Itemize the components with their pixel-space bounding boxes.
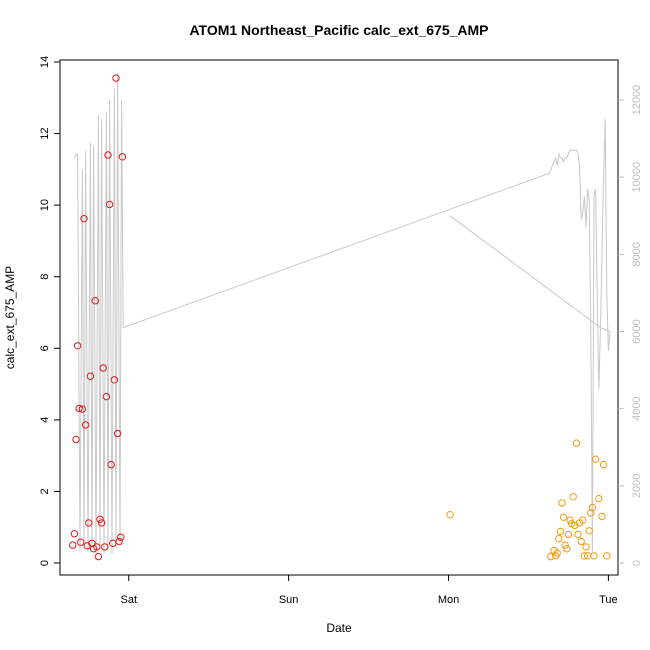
data-point (117, 533, 125, 541)
y-tick-label: 14 (39, 56, 51, 68)
x-tick-label: Mon (438, 594, 459, 606)
data-point (102, 392, 111, 401)
data-point (78, 405, 87, 413)
data-point (577, 537, 585, 546)
data-point (88, 539, 96, 547)
data-point (566, 516, 574, 524)
data-point (446, 511, 454, 519)
data-point (81, 421, 90, 429)
data-point (109, 539, 117, 547)
x-axis-label: Date (326, 621, 352, 635)
data-point (563, 545, 571, 553)
data-point (588, 503, 597, 512)
chart-title: ATOM1 Northeast_Pacific calc_ext_675_AMP (189, 22, 488, 38)
data-point (105, 200, 114, 209)
data-point (107, 460, 115, 469)
x-tick-label: Sat (120, 594, 137, 606)
y-tick-label: 8 (39, 274, 51, 280)
data-point (72, 435, 80, 444)
data-point (75, 404, 83, 413)
data-point (556, 527, 565, 536)
data-point (77, 538, 85, 546)
x-tick-label: Sun (279, 594, 299, 606)
data-point (73, 342, 82, 350)
data-point (115, 537, 123, 546)
data-point (80, 215, 88, 223)
data-point (579, 516, 587, 524)
data-point (101, 543, 109, 551)
y-tick-label: 10 (39, 199, 51, 211)
plot-frame (59, 59, 619, 576)
data-point (86, 372, 95, 380)
data-point (587, 509, 595, 517)
y2-tick-label: 12000 (631, 85, 643, 116)
data-point (582, 543, 590, 551)
y2-tick-label: 4000 (631, 396, 643, 420)
y-axis-label: calc_ext_675_AMP (3, 266, 17, 369)
secondary-line-series (73, 72, 611, 554)
data-point (553, 549, 561, 557)
data-point (99, 364, 107, 372)
y2-tick-label: 8000 (631, 242, 643, 266)
data-point (561, 541, 569, 549)
data-point (603, 552, 611, 560)
data-point (547, 552, 555, 561)
data-point (93, 543, 101, 551)
data-point (110, 376, 119, 384)
data-point (91, 297, 99, 305)
data-point (70, 530, 79, 538)
data-point (555, 535, 563, 543)
data-point (580, 552, 589, 560)
data-point (585, 527, 593, 535)
data-point (574, 530, 582, 539)
y-tick-label: 0 (39, 560, 51, 566)
data-point (595, 494, 603, 503)
data-point (598, 512, 606, 521)
y-tick-label: 4 (39, 417, 51, 423)
y2-tick-label: 0 (631, 560, 643, 566)
data-point (85, 519, 93, 527)
y2-tick-label: 10000 (631, 162, 643, 193)
y-tick-label: 2 (39, 488, 51, 494)
x-tick-label: Tue (599, 594, 618, 606)
data-point (69, 541, 77, 549)
data-point (112, 74, 120, 82)
data-point (118, 153, 127, 161)
data-point (572, 439, 581, 447)
data-point (96, 515, 104, 523)
y2-tick-label: 2000 (631, 474, 643, 498)
data-point (590, 552, 598, 560)
data-point (104, 151, 112, 159)
data-point (564, 530, 573, 539)
data-point (559, 513, 568, 521)
y2-tick-label: 6000 (631, 319, 643, 343)
data-point (591, 455, 600, 463)
data-point (569, 493, 577, 501)
data-point (558, 499, 566, 507)
data-point (97, 519, 106, 527)
data-point (94, 552, 103, 561)
data-point (599, 460, 608, 469)
data-point (113, 429, 122, 438)
y-tick-label: 6 (39, 345, 51, 351)
y-tick-label: 12 (39, 127, 51, 139)
